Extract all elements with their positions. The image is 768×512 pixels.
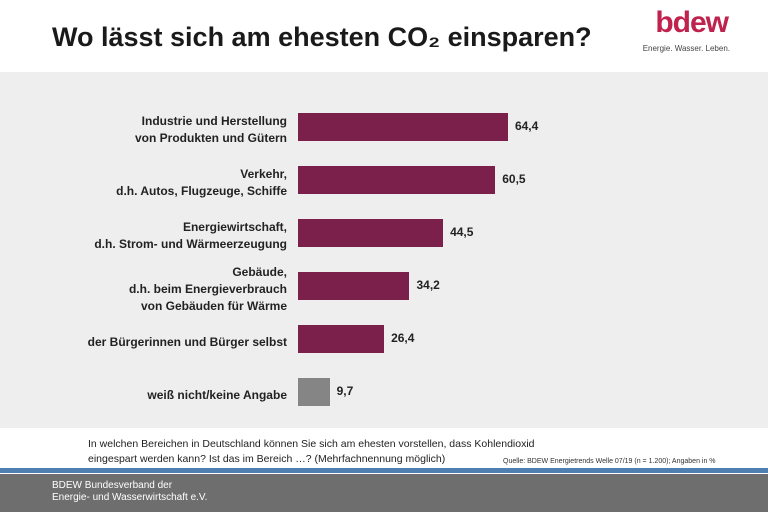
divider — [0, 468, 768, 473]
category-label: weiß nicht/keine Angabe — [147, 387, 287, 402]
value-label: 26,4 — [391, 331, 415, 345]
logo: bdew — [655, 6, 729, 39]
value-label: 64,4 — [514, 119, 539, 133]
footer-text: BDEW Bundesverband der Energie- und Wass… — [52, 480, 208, 503]
bar — [298, 113, 508, 141]
category-label: Verkehr, d.h. Autos, Flugzeuge, Schiffe — [116, 167, 287, 198]
value-label: 44,5 — [450, 225, 474, 239]
category-label: Energiewirtschaft, d.h. Strom- und Wärme… — [94, 220, 287, 251]
logo-tagline: Energie. Wasser. Leben. — [642, 44, 730, 53]
footer-band — [0, 474, 768, 512]
bar — [298, 219, 444, 247]
bar — [298, 166, 496, 194]
category-label: Industrie und Herstellung von Produkten … — [135, 114, 287, 145]
bar — [298, 378, 330, 406]
category-label: Gebäude, d.h. beim Energieverbrauch von … — [128, 264, 287, 313]
bar — [298, 272, 410, 300]
source: Quelle: BDEW Energietrends Welle 07/19 (… — [503, 458, 716, 465]
category-label: der Bürgerinnen und Bürger selbst — [87, 334, 287, 349]
value-label: 9,7 — [336, 384, 354, 398]
chart-title: Wo lässt sich am ehesten CO₂ einsparen? — [52, 22, 592, 52]
value-label: 60,5 — [502, 172, 526, 186]
bar — [298, 325, 385, 353]
value-label: 34,2 — [416, 278, 440, 292]
question-note: In welchen Bereichen in Deutschland könn… — [88, 438, 535, 465]
